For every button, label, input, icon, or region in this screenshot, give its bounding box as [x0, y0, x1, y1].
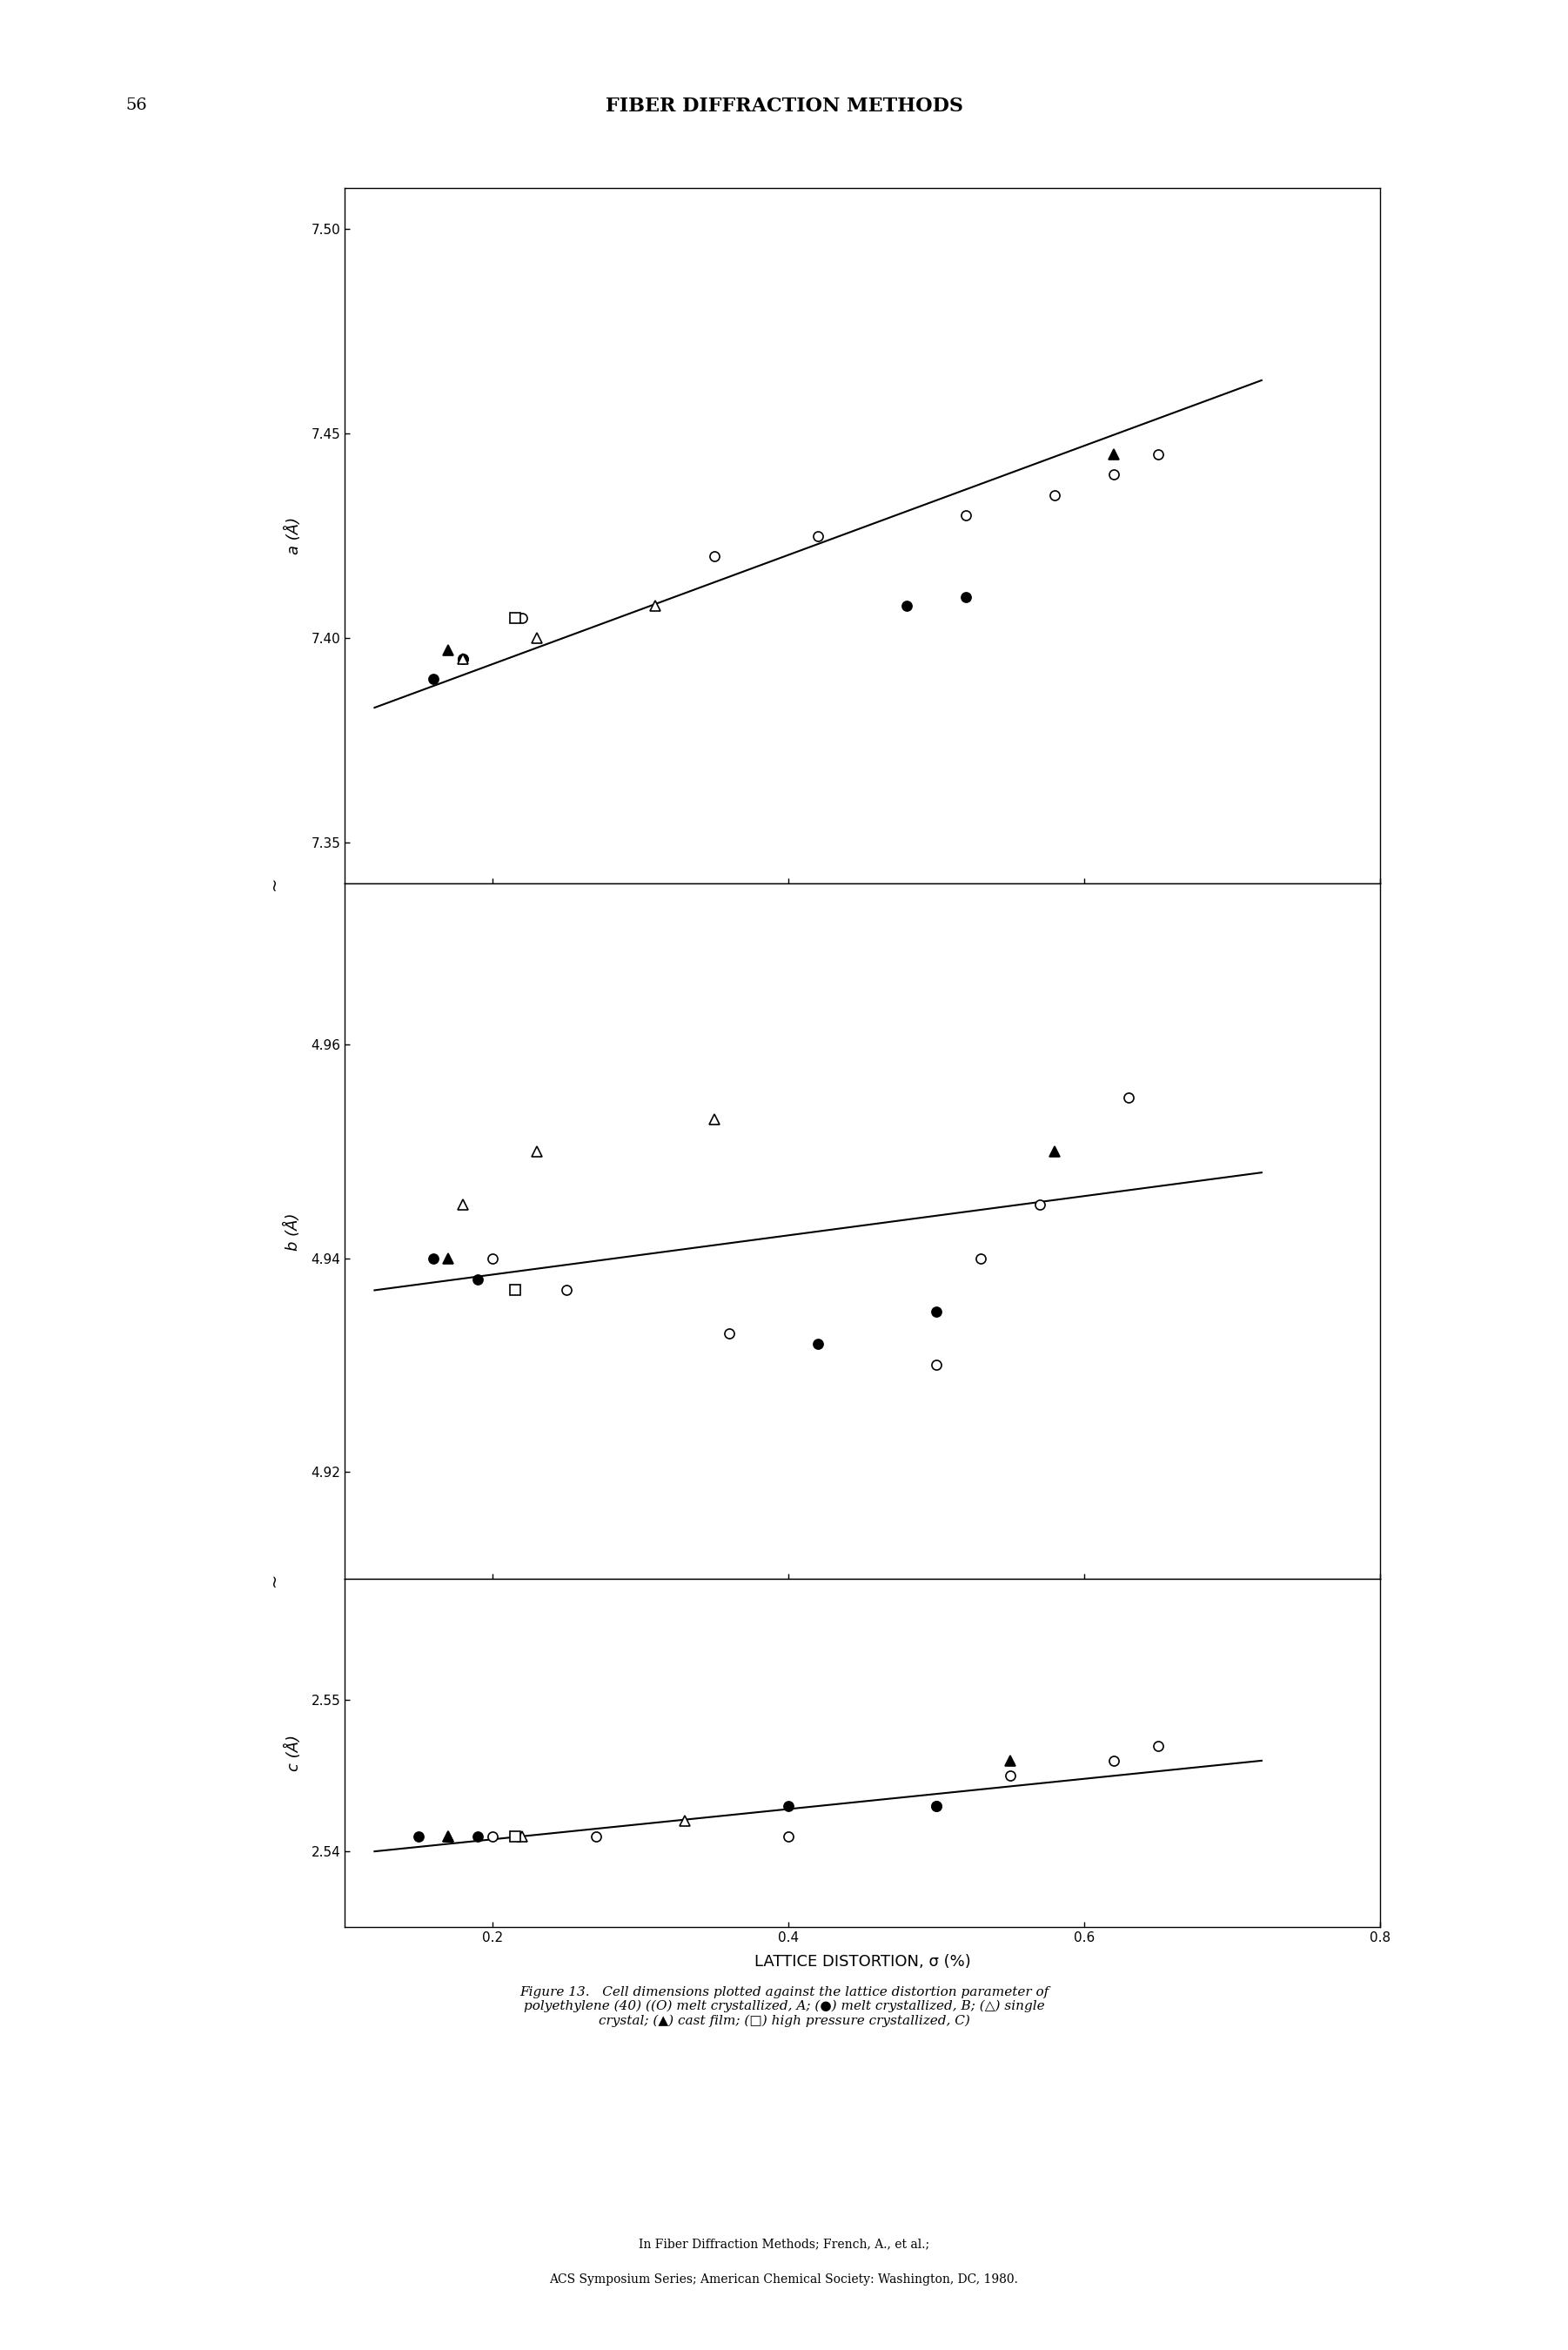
Text: ACS Symposium Series; American Chemical Society: Washington, DC, 1980.: ACS Symposium Series; American Chemical …	[549, 2272, 1019, 2287]
Text: ~: ~	[267, 877, 282, 891]
Text: FIBER DIFFRACTION METHODS: FIBER DIFFRACTION METHODS	[605, 96, 963, 115]
Text: ~: ~	[267, 1572, 282, 1586]
X-axis label: LATTICE DISTORTION, σ (%): LATTICE DISTORTION, σ (%)	[754, 1953, 971, 1969]
Y-axis label: a (Å): a (Å)	[285, 517, 301, 555]
Text: In Fiber Diffraction Methods; French, A., et al.;: In Fiber Diffraction Methods; French, A.…	[638, 2237, 930, 2251]
Y-axis label: b (Å): b (Å)	[285, 1213, 301, 1250]
Text: Figure 13.   Cell dimensions plotted against the lattice distortion parameter of: Figure 13. Cell dimensions plotted again…	[519, 1986, 1049, 2028]
Y-axis label: c (Å): c (Å)	[285, 1734, 301, 1772]
Text: 56: 56	[125, 99, 147, 113]
